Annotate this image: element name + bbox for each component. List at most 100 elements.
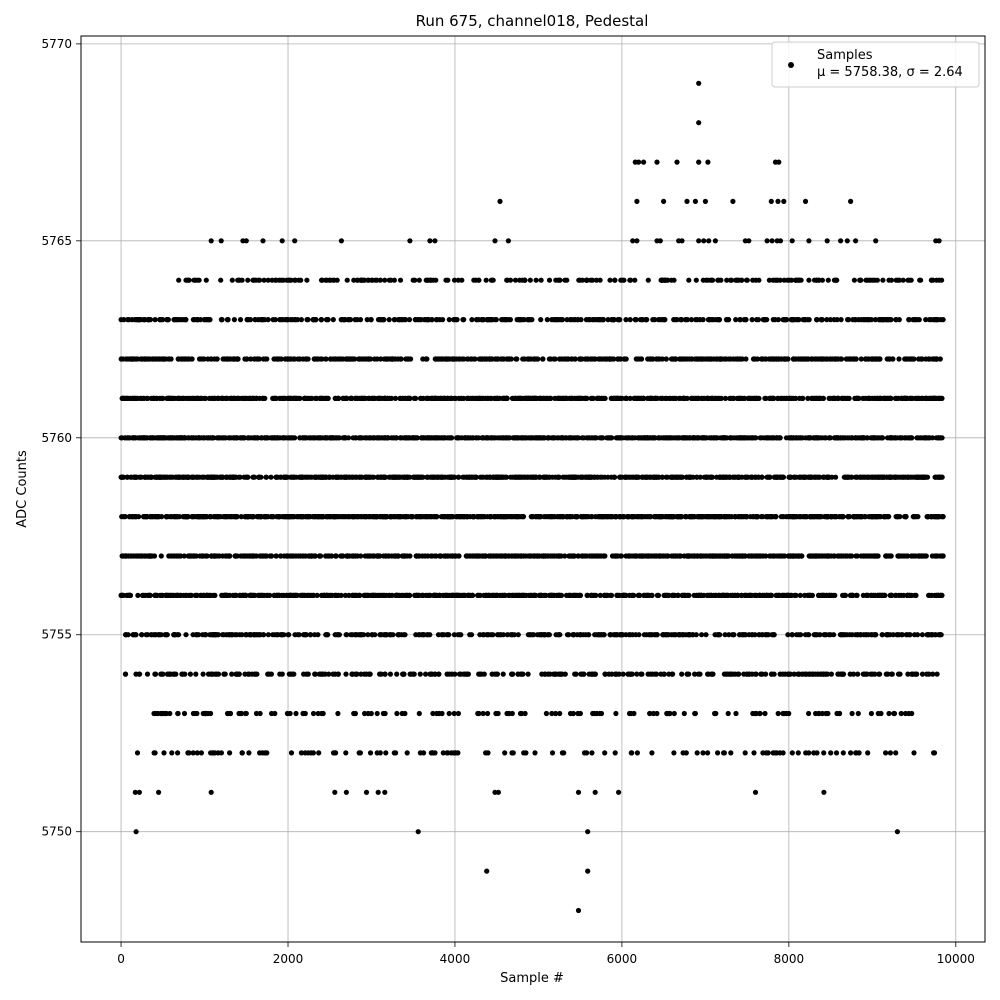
data-point: [363, 474, 369, 480]
data-point: [263, 474, 269, 480]
data-point: [221, 632, 227, 638]
data-point: [181, 553, 187, 559]
data-point: [655, 474, 662, 480]
data-point: [630, 553, 636, 559]
data-point: [701, 435, 708, 441]
data-point: [571, 632, 577, 638]
data-point: [468, 435, 474, 441]
data-point: [531, 553, 538, 559]
data-point: [457, 514, 463, 520]
data-point: [759, 632, 765, 638]
data-point: [420, 632, 427, 638]
data-point: [808, 474, 814, 480]
data-point: [799, 671, 805, 677]
data-point: [730, 671, 736, 677]
data-point: [651, 632, 658, 638]
data-point: [876, 671, 882, 677]
data-point: [287, 592, 294, 599]
data-point: [618, 632, 624, 638]
data-point: [538, 592, 544, 599]
data-point: [560, 474, 566, 480]
data-point: [758, 671, 764, 677]
data-point: [425, 553, 431, 559]
data-point: [645, 592, 651, 599]
data-point: [451, 632, 457, 638]
data-point: [652, 671, 658, 677]
data-point: [139, 632, 145, 638]
data-point: [613, 553, 619, 559]
data-point: [645, 671, 651, 677]
data-point: [876, 514, 882, 520]
data-point: [919, 632, 926, 638]
data-point: [118, 474, 124, 480]
data-point: [476, 671, 482, 677]
data-point: [241, 474, 247, 480]
data-point: [697, 671, 703, 677]
data-point: [352, 632, 358, 638]
data-point: [824, 592, 830, 599]
data-point: [519, 592, 526, 599]
data-point: [833, 435, 839, 441]
data-point: [673, 474, 679, 480]
data-point: [381, 435, 388, 441]
data-point: [839, 671, 845, 677]
data-point: [427, 671, 433, 677]
data-point: [363, 514, 369, 520]
data-point: [211, 435, 217, 441]
data-point: [122, 514, 128, 520]
data-point: [152, 671, 158, 677]
data-point: [641, 592, 647, 599]
data-point: [767, 514, 773, 520]
data-point: [900, 553, 906, 559]
data-point: [717, 514, 723, 520]
data-point: [397, 474, 403, 480]
data-point: [213, 671, 220, 677]
data-point: [464, 553, 471, 559]
data-point: [601, 592, 607, 599]
data-point: [556, 632, 562, 638]
data-point: [324, 632, 331, 638]
data-point: [847, 592, 854, 599]
data-point: [717, 553, 724, 559]
data-point: [746, 592, 752, 599]
data-point: [907, 474, 913, 480]
data-point: [533, 435, 539, 441]
data-point: [812, 671, 818, 677]
data-point: [183, 632, 189, 638]
data-point: [520, 514, 527, 520]
data-point: [431, 435, 437, 441]
data-point: [439, 632, 445, 638]
data-point: [322, 435, 329, 441]
data-point: [137, 671, 143, 677]
data-point: [893, 514, 899, 520]
data-point: [321, 592, 327, 599]
data-point: [328, 592, 334, 599]
data-point: [583, 474, 589, 480]
data-point: [902, 514, 908, 520]
data-point: [189, 474, 195, 480]
data-point: [248, 632, 254, 638]
data-point: [369, 553, 375, 559]
data-point: [301, 474, 307, 480]
data-point: [872, 592, 879, 599]
data-point: [573, 671, 579, 677]
data-point: [258, 435, 265, 441]
data-point: [490, 592, 496, 599]
data-point: [279, 671, 285, 677]
data-point: [655, 435, 662, 441]
data-point: [347, 514, 353, 520]
data-point: [200, 435, 206, 441]
data-point: [167, 592, 174, 599]
data-point: [335, 671, 341, 677]
data-point: [196, 435, 202, 441]
data-point: [367, 435, 373, 441]
data-point: [312, 632, 318, 638]
data-point: [807, 514, 813, 520]
data-point: [469, 592, 476, 599]
data-point: [645, 553, 651, 559]
data-point: [204, 592, 210, 599]
data-point: [512, 592, 518, 599]
data-point: [888, 553, 894, 559]
data-point: [299, 592, 305, 599]
data-point: [657, 514, 663, 520]
